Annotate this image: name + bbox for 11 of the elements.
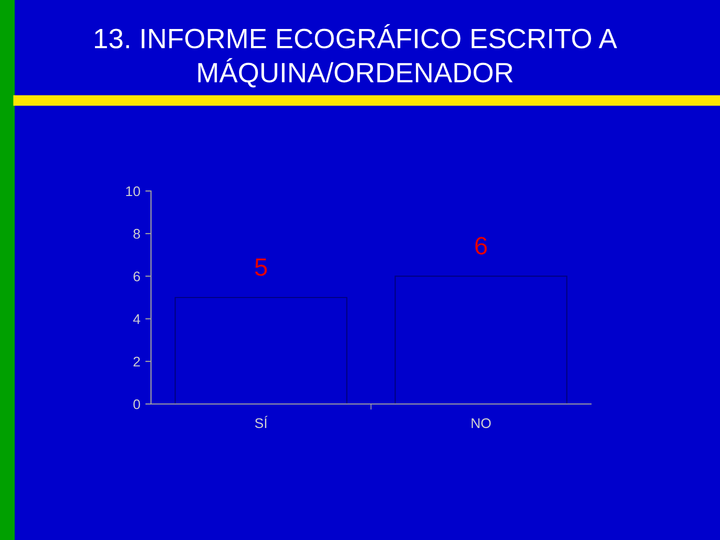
x-tick-label: SÍ bbox=[255, 416, 268, 428]
data-label: 5 bbox=[255, 258, 267, 276]
y-tick-label: 2 bbox=[134, 356, 140, 366]
data-label: 6 bbox=[475, 236, 487, 255]
y-tick-label: 0 bbox=[133, 399, 140, 410]
y-tick-label: 6 bbox=[134, 272, 140, 282]
chart-title: 13. INFORME ECOGRÁFICO ESCRITO A MÁQUINA/ORDENADOR bbox=[94, 24, 618, 88]
x-tick-label: NO bbox=[472, 418, 491, 428]
y-tick-label: 10 bbox=[126, 186, 140, 196]
y-tick-label: 8 bbox=[133, 228, 140, 239]
y-tick-label: 4 bbox=[133, 314, 140, 324]
